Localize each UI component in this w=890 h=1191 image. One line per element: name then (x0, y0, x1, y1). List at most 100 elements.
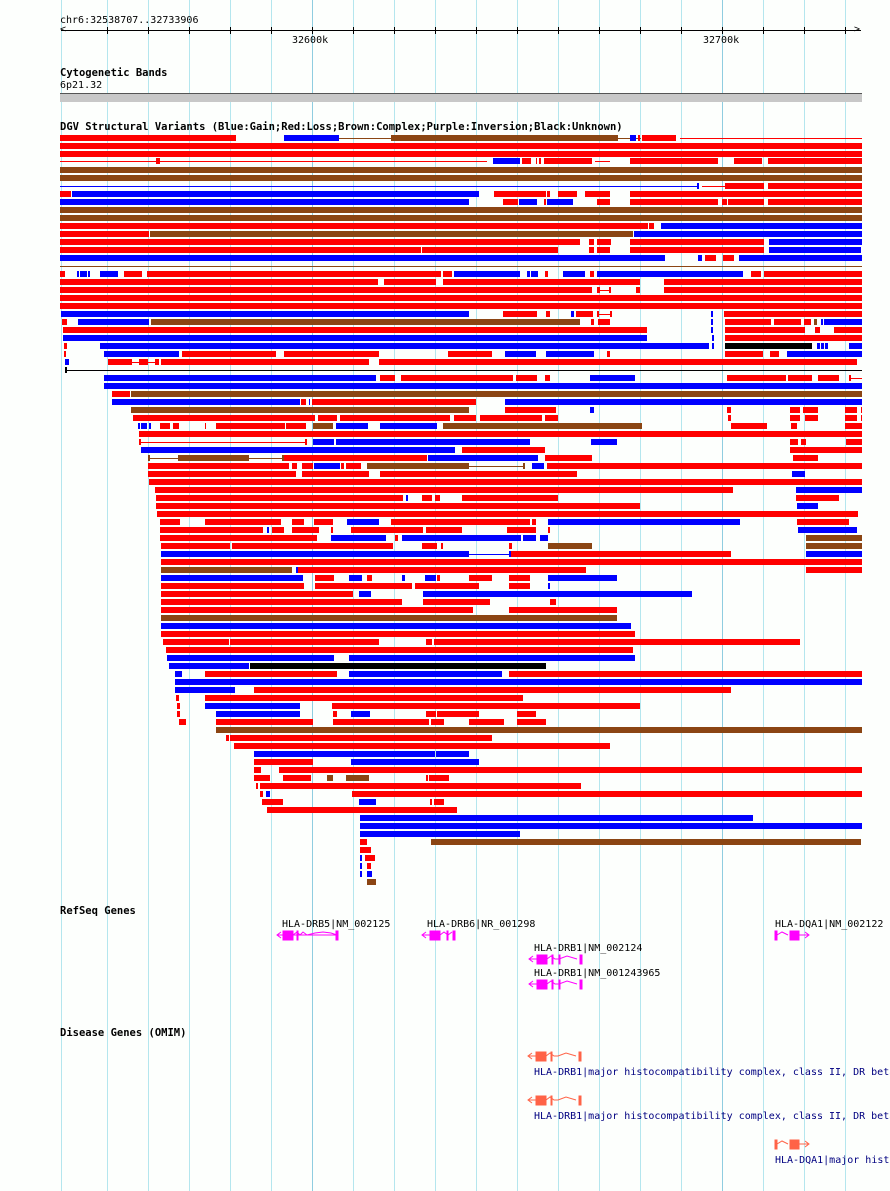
structural-variant[interactable] (367, 871, 372, 877)
gene-model-hla-drb1-a[interactable] (527, 954, 583, 966)
structural-variant[interactable] (712, 335, 714, 341)
structural-variant[interactable] (60, 295, 862, 301)
structural-variant[interactable] (585, 191, 610, 197)
structural-variant[interactable] (160, 527, 263, 533)
structural-variant[interactable] (380, 423, 437, 429)
structural-variant[interactable] (547, 463, 862, 469)
structural-variant[interactable] (305, 439, 307, 445)
structural-variant[interactable] (406, 495, 408, 501)
structural-variant[interactable] (367, 879, 376, 885)
structural-variant[interactable] (796, 495, 839, 501)
structural-variant[interactable] (797, 519, 849, 525)
structural-variant[interactable] (845, 423, 862, 429)
structural-variant[interactable] (725, 351, 763, 357)
structural-variant[interactable] (548, 527, 550, 533)
structural-variant[interactable] (161, 559, 862, 565)
structural-variant[interactable] (505, 399, 862, 405)
structural-variant[interactable] (177, 703, 180, 709)
structural-variant[interactable] (469, 719, 504, 725)
structural-variant[interactable] (315, 575, 334, 581)
structural-variant[interactable] (774, 319, 801, 325)
structural-variant[interactable] (161, 583, 304, 589)
structural-variant[interactable] (60, 207, 862, 213)
structural-variant[interactable] (347, 519, 379, 525)
structural-variant[interactable] (284, 135, 339, 141)
structural-variant[interactable] (205, 423, 206, 429)
structural-variant[interactable] (469, 575, 492, 581)
structural-variant[interactable] (517, 711, 536, 717)
structural-variant[interactable] (341, 463, 344, 469)
structural-variant[interactable] (160, 535, 317, 541)
structural-variant[interactable] (516, 375, 537, 381)
structural-variant[interactable] (60, 247, 421, 253)
structural-variant[interactable] (768, 199, 862, 205)
structural-variant[interactable] (250, 663, 546, 669)
structural-variant[interactable] (532, 519, 536, 525)
structural-variant[interactable] (216, 711, 300, 717)
structural-variant[interactable] (296, 567, 298, 573)
structural-variant[interactable] (267, 807, 457, 813)
structural-variant[interactable] (845, 407, 857, 413)
structural-variant[interactable] (712, 343, 714, 349)
structural-variant[interactable] (804, 319, 811, 325)
structural-variant[interactable] (282, 455, 284, 461)
structural-variant[interactable] (402, 575, 405, 581)
structural-variant[interactable] (423, 599, 490, 605)
structural-variant[interactable] (349, 575, 362, 581)
structural-variant[interactable] (177, 711, 180, 717)
structural-variant[interactable] (821, 319, 823, 325)
structural-variant[interactable] (705, 255, 716, 261)
structural-variant[interactable] (359, 591, 371, 597)
structural-variant[interactable] (148, 463, 289, 469)
structural-variant[interactable] (415, 583, 479, 589)
structural-variant[interactable] (166, 647, 633, 653)
structural-variant[interactable] (861, 415, 862, 421)
structural-variant[interactable] (80, 271, 87, 277)
structural-variant[interactable] (292, 527, 319, 533)
structural-variant[interactable] (402, 535, 521, 541)
structural-variant[interactable] (351, 711, 370, 717)
structural-variant[interactable] (426, 775, 428, 781)
gene-label-hla-drb5[interactable]: HLA-DRB5|NM_002125 (282, 919, 391, 930)
structural-variant[interactable] (609, 287, 611, 293)
gene-label-hla-drb1-b[interactable]: HLA-DRB1|NM_001243965 (534, 968, 661, 979)
structural-variant[interactable] (349, 655, 635, 661)
structural-variant[interactable] (589, 239, 594, 245)
structural-variant[interactable] (391, 519, 525, 525)
structural-variant[interactable] (77, 271, 79, 277)
structural-variant[interactable] (728, 199, 764, 205)
gene-label-hla-drb6[interactable]: HLA-DRB6|NR_001298 (427, 919, 536, 930)
structural-variant[interactable] (156, 503, 640, 509)
structural-variant[interactable] (148, 471, 296, 477)
structural-variant[interactable] (169, 663, 249, 669)
gene-label-hla-dqa1[interactable]: HLA-DQA1|NM_002122 (775, 919, 884, 930)
structural-variant[interactable] (331, 535, 386, 541)
structural-variant[interactable] (589, 247, 594, 253)
structural-variant[interactable] (151, 319, 580, 325)
structural-variant[interactable] (638, 135, 640, 141)
structural-variant[interactable] (727, 375, 786, 381)
structural-variant[interactable] (764, 271, 862, 277)
structural-variant[interactable] (610, 311, 612, 317)
structural-variant[interactable] (205, 695, 523, 701)
structural-variant[interactable] (284, 455, 427, 461)
structural-variant[interactable] (448, 351, 492, 357)
structural-variant[interactable] (336, 423, 368, 429)
structural-variant[interactable] (360, 839, 367, 845)
structural-variant[interactable] (260, 791, 263, 797)
structural-variant[interactable] (279, 767, 862, 773)
structural-variant[interactable] (434, 639, 800, 645)
structural-variant[interactable] (597, 239, 611, 245)
structural-variant[interactable] (61, 311, 469, 317)
structural-variant[interactable] (161, 623, 631, 629)
structural-variant[interactable] (88, 271, 90, 277)
structural-variant[interactable] (63, 335, 647, 341)
structural-variant[interactable] (161, 575, 303, 581)
structural-variant[interactable] (292, 519, 304, 525)
structural-variant[interactable] (532, 463, 544, 469)
structural-variant[interactable] (480, 415, 542, 421)
structural-variant[interactable] (64, 351, 66, 357)
structural-variant[interactable] (790, 407, 800, 413)
structural-variant[interactable] (734, 158, 762, 164)
structural-variant[interactable] (806, 567, 862, 573)
